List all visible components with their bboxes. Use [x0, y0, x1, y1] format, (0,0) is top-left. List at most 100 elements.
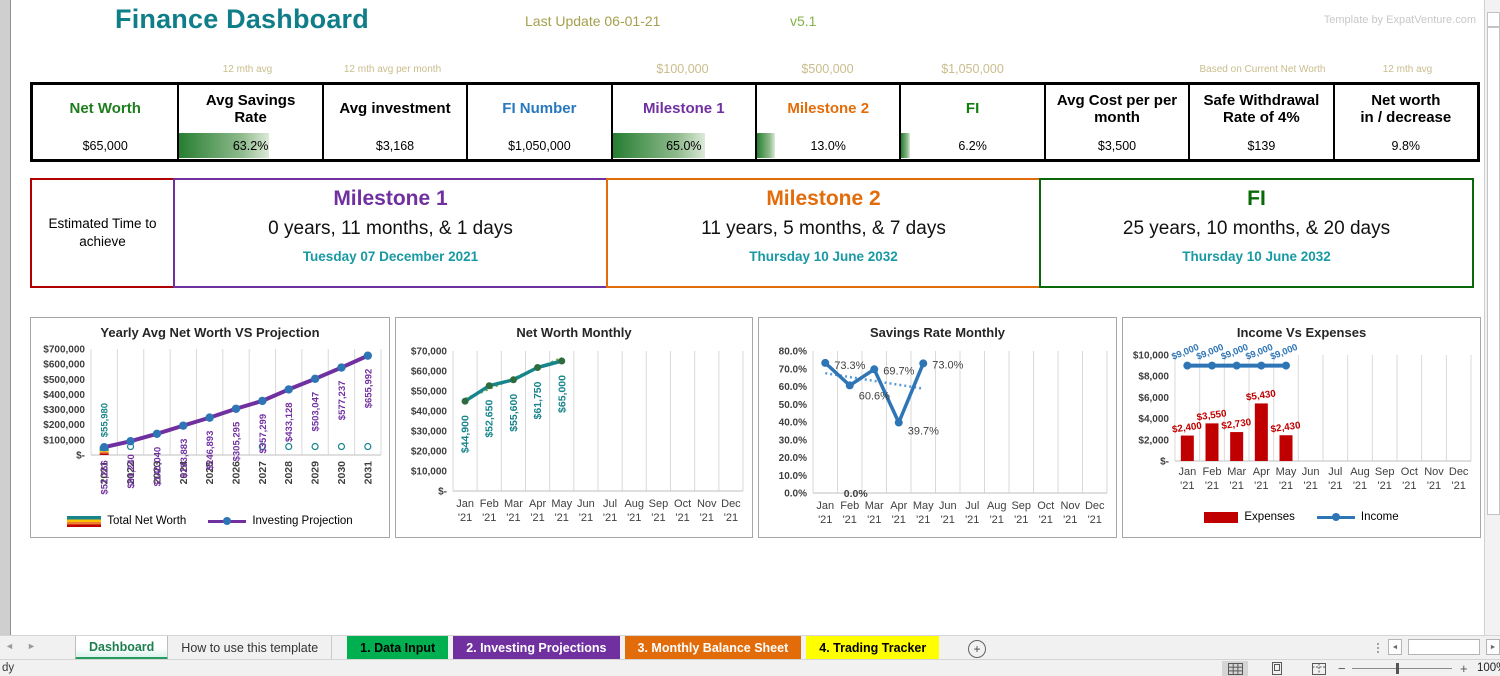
sheet-tab[interactable]: 2. Investing Projections	[453, 636, 620, 660]
kpi-card-value: 6.2%	[901, 132, 1043, 159]
chart-panel: Income Vs Expenses $10,000 $8,000 $6,000 $4,…	[1122, 317, 1481, 538]
svg-text:'21: '21	[916, 514, 930, 526]
hscroll-right-button[interactable]: ►	[1486, 639, 1500, 655]
kpi-card-value: $1,050,000	[468, 132, 610, 159]
milestone-box: Milestone 1 0 years, 11 months, & 1 days T…	[173, 178, 608, 288]
svg-text:$8,000: $8,000	[1138, 372, 1169, 383]
hscroll-left-button[interactable]: ◄	[1388, 639, 1402, 655]
svg-text:'21: '21	[530, 512, 544, 524]
svg-text:73.0%: 73.0%	[932, 359, 963, 371]
page-break-view-icon[interactable]	[1306, 661, 1332, 676]
scrollbar-grip[interactable]	[1377, 643, 1379, 653]
kpi-card-value: 9.8%	[1335, 132, 1477, 159]
chart-panel: Savings Rate Monthly 80.0% 70.0% 60.0% 50.0%…	[758, 317, 1117, 538]
kpi-card-title: FI	[965, 100, 980, 118]
svg-text:'21: '21	[555, 512, 569, 524]
zoom-in-icon[interactable]: +	[1460, 661, 1468, 676]
kpi-card-title: Avg Savings Rate	[205, 91, 296, 126]
svg-text:60.6%: 60.6%	[858, 390, 889, 402]
svg-text:'21: '21	[1180, 480, 1194, 492]
svg-text:50.0%: 50.0%	[778, 400, 806, 411]
chart-title: Savings Rate Monthly	[869, 325, 1006, 340]
svg-text:$61,750: $61,750	[532, 381, 544, 419]
vertical-scrollbar[interactable]	[1484, 0, 1500, 659]
kpi-card: FI 6.2%	[899, 85, 1043, 159]
svg-text:'21: '21	[818, 514, 832, 526]
vscroll-up-button[interactable]	[1486, 12, 1500, 27]
estimated-time-row: Estimated Time to achieve Milestone 1 0 y…	[30, 178, 1474, 288]
chart-canvas: $700,000 $600,000 $500,000 $400,000 $300,000…	[43, 345, 382, 495]
sheet-tab[interactable]: Dashboard	[75, 636, 169, 660]
svg-text:'21: '21	[1352, 480, 1366, 492]
svg-text:'21: '21	[1014, 514, 1028, 526]
svg-text:'21: '21	[1254, 480, 1268, 492]
svg-text:'21: '21	[1451, 480, 1465, 492]
svg-text:'21: '21	[603, 512, 617, 524]
svg-text:$-: $-	[1160, 457, 1169, 468]
chart-canvas: $70,000 $60,000 $50,000 $40,000 $30,000 $20,0…	[411, 347, 744, 524]
svg-text:$2,730: $2,730	[1220, 417, 1252, 432]
svg-text:2025: 2025	[204, 461, 216, 485]
svg-text:'21: '21	[989, 514, 1003, 526]
sheet-tab[interactable]: 3. Monthly Balance Sheet	[624, 636, 802, 660]
svg-text:$20,000: $20,000	[411, 447, 448, 458]
normal-view-icon[interactable]	[1222, 661, 1248, 676]
svg-text:$55,980: $55,980	[100, 403, 111, 437]
chart-canvas: $10,000 $8,000 $6,000 $4,000 $2,000 $- Jan '21 F…	[1132, 342, 1471, 492]
svg-text:2024: 2024	[178, 461, 190, 485]
svg-text:$300,000: $300,000	[43, 405, 85, 416]
kpi-card: Net Worth $65,000	[33, 85, 177, 159]
kpi-annotation: Based on Current Net Worth	[1199, 64, 1326, 75]
milestone-title: Milestone 2	[766, 187, 881, 210]
svg-text:$10,000: $10,000	[411, 467, 448, 478]
svg-text:'21: '21	[482, 512, 496, 524]
sheet-tab[interactable]: 1. Data Input	[347, 636, 449, 660]
status-text: dy	[2, 662, 15, 674]
kpi-card-value: $139	[1190, 132, 1332, 159]
svg-text:2030: 2030	[336, 461, 348, 485]
kpi-data-bar	[756, 133, 776, 158]
line-swatch-icon	[1316, 513, 1355, 521]
kpi-card: Safe Withdrawal Rate of 4% $139	[1188, 85, 1332, 159]
svg-text:Jun: Jun	[1301, 466, 1319, 478]
svg-text:Sep: Sep	[649, 498, 669, 510]
svg-text:$246,893: $246,893	[205, 431, 216, 471]
svg-text:$51,266: $51,266	[100, 460, 111, 494]
svg-text:'21: '21	[724, 512, 738, 524]
template-credit: Template by ExpatVenture.com	[1323, 14, 1476, 26]
zoom-slider-thumb[interactable]	[1396, 663, 1399, 674]
legend-label: Income	[1360, 511, 1399, 523]
vscroll-thumb[interactable]	[1486, 27, 1500, 515]
svg-text:'21: '21	[506, 512, 520, 524]
svg-text:0.0%: 0.0%	[784, 489, 807, 500]
sheet-tab[interactable]: 4. Trading Tracker	[806, 636, 940, 660]
kpi-value-text: 65.0%	[666, 138, 702, 153]
svg-text:Oct: Oct	[1037, 500, 1054, 512]
legend-label: Expenses	[1244, 511, 1295, 523]
add-sheet-button[interactable]: +	[968, 640, 986, 658]
sheet-nav-left-icon[interactable]: ◄	[5, 641, 14, 651]
sheet-tab[interactable]: How to use this template	[168, 636, 333, 660]
kpi-card-title: Safe Withdrawal Rate of 4%	[1203, 91, 1320, 126]
svg-text:2028: 2028	[283, 461, 295, 485]
kpi-annotation: 12 mth avg	[1382, 64, 1433, 75]
svg-text:Jan: Jan	[456, 498, 474, 510]
hscroll-thumb[interactable]	[1408, 639, 1480, 655]
svg-text:Feb: Feb	[840, 500, 859, 512]
svg-text:$2,000: $2,000	[1138, 435, 1169, 446]
zoom-slider-track[interactable]	[1352, 668, 1452, 669]
svg-text:May: May	[1275, 466, 1296, 478]
zoom-out-icon[interactable]: −	[1338, 661, 1346, 676]
sheet-nav-right-icon[interactable]: ►	[27, 641, 36, 651]
kpi-card-title: Net Worth	[69, 100, 141, 118]
kpi-data-bar	[901, 133, 910, 158]
bar-swatch-icon	[1204, 511, 1239, 523]
chart-title: Income Vs Expenses	[1236, 325, 1367, 340]
zoom-level[interactable]: 100%	[1477, 662, 1500, 674]
svg-text:$577,237: $577,237	[337, 381, 348, 421]
svg-text:'21: '21	[675, 512, 689, 524]
page-layout-view-icon[interactable]	[1264, 661, 1290, 676]
svg-text:Nov: Nov	[1060, 500, 1080, 512]
milestone-date: Tuesday 07 December 2021	[302, 249, 479, 264]
